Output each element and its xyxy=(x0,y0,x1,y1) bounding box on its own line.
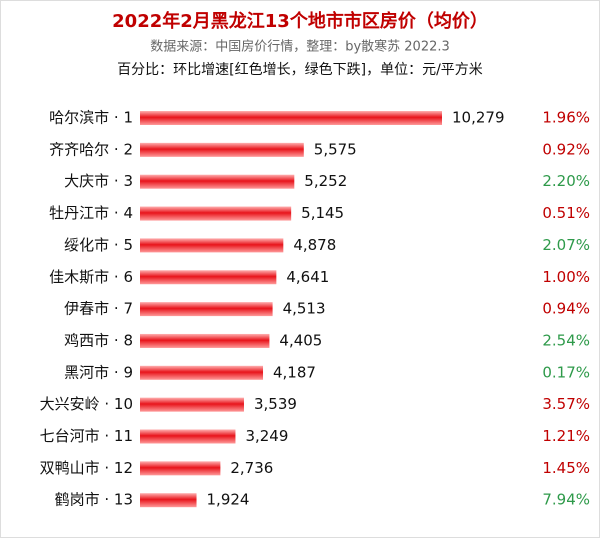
change-label: 1.21% xyxy=(542,427,590,445)
bar xyxy=(140,302,273,317)
chart-subtitle: 数据来源：中国房价行情，整理：by散寒苏 2022.3 xyxy=(150,39,450,55)
category-label: 大庆市 · 3 xyxy=(64,172,133,190)
value-label: 5,145 xyxy=(301,204,344,222)
change-label: 1.00% xyxy=(542,268,590,286)
value-label: 3,539 xyxy=(254,395,297,413)
category-label: 齐齐哈尔 · 2 xyxy=(49,140,133,158)
change-label: 0.92% xyxy=(542,140,590,158)
change-label: 2.07% xyxy=(542,236,590,254)
value-label: 4,641 xyxy=(286,268,329,286)
change-label: 0.17% xyxy=(542,363,590,381)
bar xyxy=(140,174,295,189)
change-label: 1.96% xyxy=(542,109,590,127)
category-label: 牡丹江市 · 4 xyxy=(49,204,133,222)
change-label: 0.51% xyxy=(542,204,590,222)
bar xyxy=(140,206,292,221)
bar xyxy=(140,461,221,476)
bar xyxy=(140,397,244,412)
bar xyxy=(140,493,197,508)
category-label: 七台河市 · 11 xyxy=(40,427,133,445)
change-label: 2.54% xyxy=(542,331,590,349)
value-label: 4,405 xyxy=(279,331,322,349)
bar xyxy=(140,429,236,444)
value-label: 4,187 xyxy=(273,363,316,381)
category-label: 哈尔滨市 · 1 xyxy=(49,109,133,127)
change-label: 3.57% xyxy=(542,395,590,413)
value-label: 5,575 xyxy=(314,140,357,158)
value-label: 4,878 xyxy=(293,236,336,254)
category-label: 双鸭山市 · 12 xyxy=(40,459,133,477)
change-label: 0.94% xyxy=(542,300,590,318)
category-label: 大兴安岭 · 10 xyxy=(40,395,133,413)
value-label: 1,924 xyxy=(207,491,250,509)
category-label: 鹤岗市 · 13 xyxy=(55,491,133,509)
bar xyxy=(140,238,284,253)
change-label: 1.45% xyxy=(542,459,590,477)
bar xyxy=(140,111,442,125)
chart-title: 2022年2月黑龙江13个地市市区房价（均价） xyxy=(112,10,488,32)
value-label: 3,249 xyxy=(245,427,288,445)
bar xyxy=(140,270,277,285)
category-label: 黑河市 · 9 xyxy=(64,363,133,381)
category-label: 伊春市 · 7 xyxy=(64,300,133,318)
bar xyxy=(140,142,304,157)
value-label: 2,736 xyxy=(230,459,273,477)
category-label: 鸡西市 · 8 xyxy=(64,331,133,349)
bar xyxy=(140,333,270,348)
value-label: 5,252 xyxy=(304,172,347,190)
bar xyxy=(140,365,264,380)
category-label: 绥化市 · 5 xyxy=(64,236,133,254)
change-label: 2.20% xyxy=(542,172,590,190)
chart-note: 百分比：环比增速[红色增长，绿色下跌]，单位：元/平方米 xyxy=(117,61,483,78)
value-label: 4,513 xyxy=(283,300,326,318)
value-label: 10,279 xyxy=(452,109,505,127)
category-label: 佳木斯市 · 6 xyxy=(49,268,133,286)
change-label: 7.94% xyxy=(542,491,590,509)
